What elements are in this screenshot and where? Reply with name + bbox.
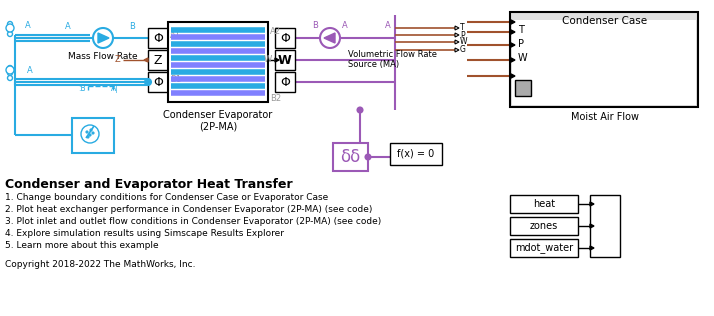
Circle shape <box>366 155 371 160</box>
Text: A1: A1 <box>170 31 181 40</box>
Circle shape <box>87 136 89 138</box>
Circle shape <box>86 131 89 133</box>
Text: Moist Air Flow: Moist Air Flow <box>571 112 639 122</box>
Text: A: A <box>27 66 33 75</box>
Text: :B: :B <box>79 84 86 93</box>
Bar <box>275 50 295 70</box>
Text: A: A <box>342 21 348 30</box>
Text: 1. Change boundary conditions for Condenser Case or Evaporator Case: 1. Change boundary conditions for Conden… <box>5 193 328 202</box>
Text: Z: Z <box>114 56 120 64</box>
Text: 2. Plot heat exchanger performance in Condenser Evaporator (2P-MA) (see code): 2. Plot heat exchanger performance in Co… <box>5 205 373 214</box>
Polygon shape <box>590 202 594 206</box>
Text: A: A <box>25 21 31 30</box>
Text: f(x) = 0: f(x) = 0 <box>398 149 435 159</box>
Text: T: T <box>518 25 524 35</box>
Text: W: W <box>518 53 528 63</box>
Circle shape <box>8 32 13 37</box>
Polygon shape <box>510 20 515 25</box>
Bar <box>515 80 531 96</box>
Text: Condenser Case: Condenser Case <box>563 16 648 26</box>
Bar <box>590 195 620 257</box>
Text: 5. Learn more about this example: 5. Learn more about this example <box>5 241 159 250</box>
Text: heat: heat <box>533 199 555 209</box>
Bar <box>512 20 696 105</box>
Circle shape <box>8 21 13 27</box>
Polygon shape <box>510 58 515 63</box>
Polygon shape <box>590 246 594 250</box>
Bar <box>510 12 698 107</box>
Circle shape <box>8 70 13 76</box>
Text: 4. Explore simulation results using Simscape Results Explorer: 4. Explore simulation results using Sims… <box>5 229 284 238</box>
Bar <box>148 28 168 48</box>
Circle shape <box>6 66 14 74</box>
Bar <box>168 22 268 102</box>
Text: zones: zones <box>530 221 558 231</box>
Text: Φ: Φ <box>153 76 163 88</box>
Text: W: W <box>263 56 272 64</box>
Circle shape <box>320 28 340 48</box>
Text: W: W <box>278 53 292 66</box>
Polygon shape <box>510 29 515 34</box>
Circle shape <box>358 107 363 112</box>
Bar <box>390 143 442 165</box>
Polygon shape <box>510 42 515 47</box>
Circle shape <box>92 132 94 134</box>
Bar <box>275 72 295 92</box>
Text: Condenser and Evaporator Heat Transfer: Condenser and Evaporator Heat Transfer <box>5 178 293 191</box>
Text: A2: A2 <box>270 27 281 36</box>
Bar <box>333 143 368 171</box>
Circle shape <box>8 27 13 32</box>
Circle shape <box>89 134 91 136</box>
Text: P: P <box>518 39 524 49</box>
Bar <box>148 72 168 92</box>
Text: P: P <box>460 31 465 40</box>
Bar <box>510 239 578 257</box>
Text: Copyright 2018-2022 The MathWorks, Inc.: Copyright 2018-2022 The MathWorks, Inc. <box>5 260 196 269</box>
Text: A: A <box>385 21 391 30</box>
Circle shape <box>8 65 13 70</box>
Text: Mass Flow Rate: Mass Flow Rate <box>69 52 138 61</box>
Text: A|: A| <box>111 84 119 93</box>
Circle shape <box>8 76 13 81</box>
Circle shape <box>90 129 92 131</box>
Text: W: W <box>460 38 468 46</box>
Text: B: B <box>129 22 135 31</box>
Text: 3. Plot inlet and outlet flow conditions in Condenser Evaporator (2P-MA) (see co: 3. Plot inlet and outlet flow conditions… <box>5 217 381 226</box>
Bar <box>148 50 168 70</box>
Bar <box>72 118 114 153</box>
Text: mdot_water: mdot_water <box>515 243 573 253</box>
Bar <box>275 28 295 48</box>
Text: Volumetric Flow Rate
Source (MA): Volumetric Flow Rate Source (MA) <box>348 50 437 70</box>
Circle shape <box>81 125 99 143</box>
Text: δδ: δδ <box>340 148 360 166</box>
Text: Condenser Evaporator
(2P-MA): Condenser Evaporator (2P-MA) <box>164 110 273 131</box>
Polygon shape <box>324 33 335 43</box>
Text: Φ: Φ <box>280 76 290 88</box>
Polygon shape <box>275 58 279 62</box>
Polygon shape <box>590 224 594 228</box>
Circle shape <box>6 24 14 32</box>
Text: Z: Z <box>154 53 162 66</box>
Bar <box>510 195 578 213</box>
Text: Φ: Φ <box>280 32 290 45</box>
Text: A: A <box>65 22 71 31</box>
Text: B: B <box>312 21 318 30</box>
Text: B1: B1 <box>170 75 181 84</box>
Text: G: G <box>460 46 466 54</box>
Text: T: T <box>460 23 465 33</box>
Circle shape <box>93 28 113 48</box>
Text: B2: B2 <box>270 94 281 103</box>
Polygon shape <box>144 58 148 62</box>
Bar <box>510 217 578 235</box>
Polygon shape <box>510 74 515 78</box>
Polygon shape <box>98 33 109 43</box>
Circle shape <box>145 79 151 85</box>
Text: Φ: Φ <box>153 32 163 45</box>
